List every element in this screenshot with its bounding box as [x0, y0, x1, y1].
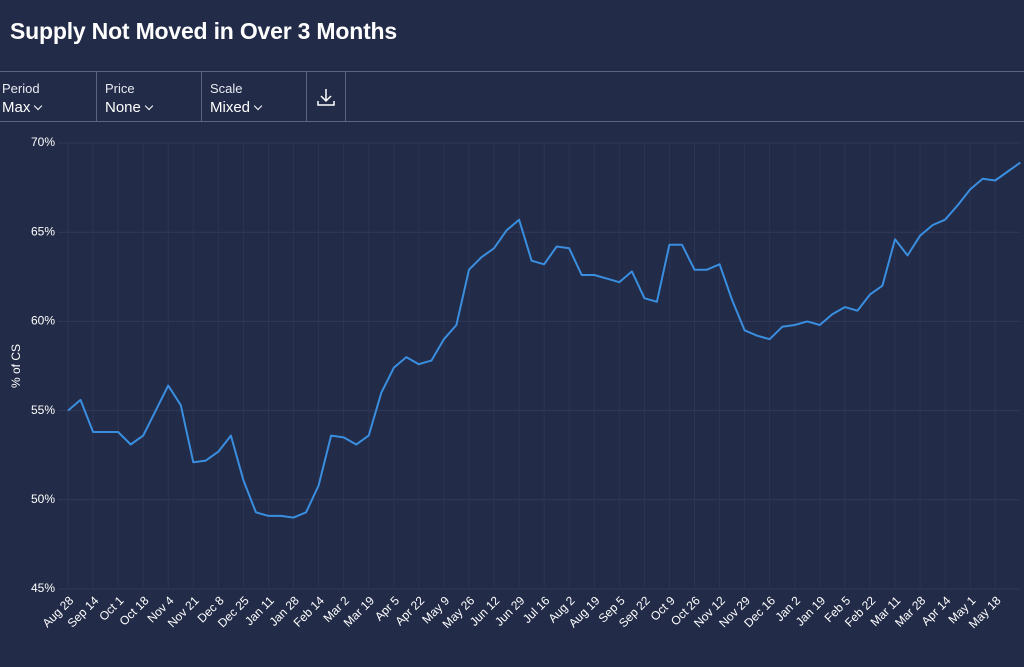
value-text: Max	[2, 99, 31, 116]
x-tick-label: Oct 18	[117, 593, 152, 628]
y-tick-label: 45%	[31, 581, 55, 595]
y-tick-label: 50%	[31, 492, 55, 506]
period-control[interactable]: Period Max	[0, 72, 97, 121]
x-tick-label: Apr 14	[919, 593, 954, 628]
control-value: None	[105, 99, 154, 116]
toolbar: Period Max Price None Scale Mixed	[0, 71, 1024, 122]
download-button[interactable]	[307, 72, 346, 121]
y-axis-title: % of CS	[9, 344, 23, 388]
y-tick-label: 60%	[31, 314, 55, 328]
control-label: Scale	[210, 81, 243, 96]
chevron	[34, 101, 43, 111]
series-line	[67, 161, 1021, 519]
download-icon	[317, 89, 335, 106]
scale-control[interactable]: Scale Mixed	[202, 72, 307, 121]
y-tick-label: 65%	[31, 224, 55, 238]
y-tick-label: 70%	[31, 135, 55, 149]
page-title: Supply Not Moved in Over 3 Months	[10, 18, 397, 44]
x-tick-label: Jul 16	[520, 593, 553, 626]
chevron	[144, 101, 154, 111]
control-label: Price	[105, 81, 135, 96]
control-value: Mixed	[210, 99, 263, 116]
chevron	[253, 101, 263, 111]
control-value: Max	[2, 99, 43, 116]
value-text: Mixed	[210, 99, 251, 116]
value-text: None	[105, 99, 141, 116]
x-tick-label: Apr 22	[392, 593, 427, 628]
y-tick-label: 55%	[31, 403, 55, 417]
control-label: Period	[2, 81, 40, 96]
price-control[interactable]: Price None	[97, 72, 202, 121]
